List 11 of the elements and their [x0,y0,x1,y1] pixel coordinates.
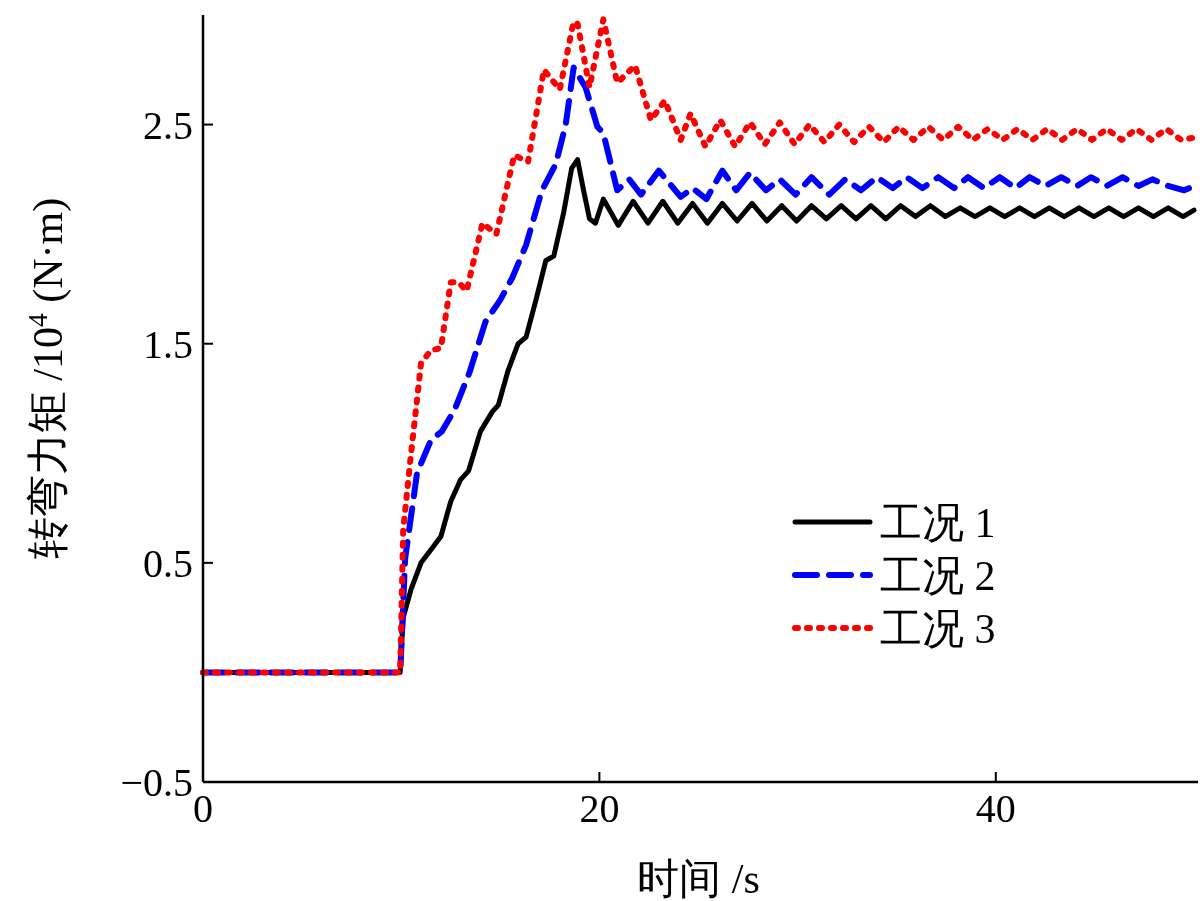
legend-label: 工况 2 [880,552,996,599]
y-tick-label: 0.5 [143,540,193,586]
legend-label: 工况 1 [880,499,996,546]
x-tick-label: 40 [975,786,1016,831]
y-tick-label: 1.5 [143,321,193,367]
x-tick-label: 20 [579,786,620,831]
x-tick-label: 0 [193,786,213,831]
y-tick-label: 2.5 [143,102,193,148]
x-axis-title: 时间 /s [637,856,760,901]
y-tick-label: −0.5 [120,760,193,805]
legend-label: 工况 3 [880,605,996,652]
